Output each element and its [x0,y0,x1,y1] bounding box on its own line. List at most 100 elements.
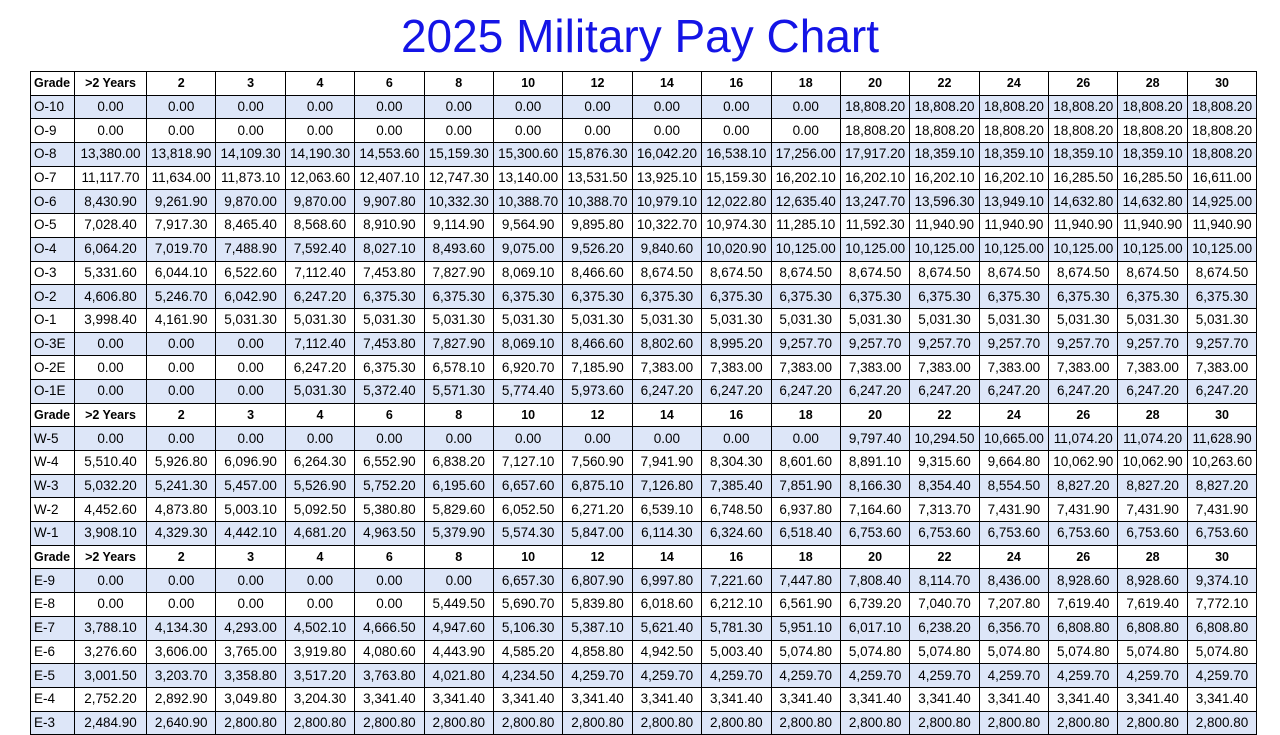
grade-cell: O-8 [30,142,75,167]
pay-cell: 18,359.10 [909,142,980,167]
grade-cell: E-3 [30,710,75,735]
pay-cell: 6,808.80 [1117,615,1188,641]
pay-cell: 7,207.80 [978,592,1050,617]
pay-cell: 8,674.50 [701,260,772,286]
pay-cell: 10,388.70 [492,189,564,215]
pay-cell: 9,840.60 [631,236,703,262]
pay-cell: 4,502.10 [284,615,356,641]
pay-cell: 7,313.70 [909,497,980,523]
pay-cell: 6,375.30 [423,284,494,309]
pay-cell: 14,553.60 [354,142,425,167]
table-row: O-6 8,430.90 9,261.90 9,870.00 9,870.00 9,907… [30,189,1258,215]
pay-cell: 5,387.10 [562,615,633,641]
pay-cell: 10,125.00 [839,236,911,262]
pay-cell: 6,375.30 [978,284,1050,309]
column-header: Grade [30,544,75,570]
pay-cell: 3,341.40 [492,686,564,712]
pay-cell: 6,997.80 [631,568,703,594]
pay-cell: 8,827.20 [1048,473,1119,499]
pay-cell: 7,431.90 [978,497,1050,523]
pay-cell: 11,634.00 [145,165,217,191]
pay-cell: 11,940.90 [909,213,980,238]
pay-cell: 2,800.80 [215,710,286,735]
pay-cell: 9,257.70 [1186,331,1258,357]
pay-cell: 9,257.70 [1048,331,1119,357]
pay-cell: 3,276.60 [74,639,147,665]
pay-cell: 2,892.90 [145,686,217,712]
pay-cell: 7,164.60 [839,497,911,523]
column-header: 6 [354,544,425,570]
column-header: 12 [562,71,633,96]
pay-cell: 5,829.60 [423,497,494,523]
pay-cell: 0.00 [284,94,356,120]
column-header: 30 [1186,544,1258,570]
column-header: 18 [770,71,841,96]
table-row: W-4 5,510.40 5,926.80 6,096.90 6,264.30 6,552… [30,450,1258,475]
pay-cell: 0.00 [145,426,217,451]
pay-cell: 6,375.30 [354,355,425,380]
column-header: 30 [1186,71,1258,96]
pay-cell: 7,453.80 [354,260,425,286]
pay-cell: 13,531.50 [562,165,633,191]
pay-cell: 8,568.60 [284,213,356,238]
pay-chart-body: Grade >2 Years 2 3 4 6 8 10 12 14 16 18 20 22 24 26 28 30… [30,71,1258,735]
pay-cell: 8,436.00 [978,568,1050,594]
pay-cell: 10,263.60 [1186,450,1258,475]
pay-cell: 18,808.20 [978,94,1050,120]
pay-cell: 5,074.80 [770,639,841,665]
pay-cell: 18,359.10 [1117,142,1188,167]
pay-cell: 8,674.50 [978,260,1050,286]
pay-cell: 3,341.40 [562,686,633,712]
pay-cell: 8,430.90 [74,189,147,215]
pay-cell: 8,027.10 [354,236,425,262]
pay-cell: 7,126.80 [631,473,703,499]
pay-cell: 4,681.20 [284,521,356,546]
column-header: 8 [423,71,494,96]
pay-cell: 3,763.80 [354,663,425,688]
pay-cell: 5,847.00 [562,521,633,546]
pay-cell: 7,383.00 [839,355,911,380]
pay-cell: 3,341.40 [354,686,425,712]
pay-cell: 4,234.50 [492,663,564,688]
pay-cell: 5,457.00 [215,473,286,499]
pay-cell: 7,619.40 [1117,592,1188,617]
pay-cell: 10,979.10 [631,189,703,215]
grade-cell: E-5 [30,663,75,688]
pay-cell: 7,917.30 [145,213,217,238]
column-header: 2 [145,71,217,96]
pay-cell: 2,800.80 [1186,710,1258,735]
pay-cell: 7,453.80 [354,331,425,357]
pay-cell: 6,657.60 [492,473,564,499]
pay-cell: 7,431.90 [1186,497,1258,523]
pay-cell: 17,256.00 [770,142,841,167]
pay-cell: 3,341.40 [1186,686,1258,712]
pay-cell: 7,383.00 [1186,355,1258,380]
pay-cell: 4,606.80 [74,284,147,309]
pay-cell: 7,447.80 [770,568,841,594]
pay-cell: 5,839.80 [562,592,633,617]
grade-cell: W-4 [30,450,75,475]
pay-cell: 9,895.80 [562,213,633,238]
pay-cell: 7,827.90 [423,331,494,357]
pay-cell: 11,074.20 [1117,426,1188,451]
pay-cell: 6,875.10 [562,473,633,499]
column-header: 16 [701,544,772,570]
pay-cell: 7,383.00 [701,355,772,380]
pay-cell: 6,578.10 [423,355,494,380]
pay-cell: 7,772.10 [1186,592,1258,617]
column-header: 12 [562,544,633,570]
pay-cell: 8,466.60 [562,331,633,357]
pay-cell: 7,851.90 [770,473,841,499]
pay-cell: 16,285.50 [1048,165,1119,191]
column-header: 12 [562,402,633,428]
pay-cell: 12,635.40 [770,189,841,215]
pay-cell: 6,753.60 [909,521,980,546]
pay-cell: 15,876.30 [562,142,633,167]
pay-cell: 6,807.90 [562,568,633,594]
pay-cell: 6,522.60 [215,260,286,286]
column-header: 24 [978,544,1050,570]
pay-cell: 10,125.00 [1048,236,1119,262]
grade-cell: O-2E [30,355,75,380]
pay-cell: 4,942.50 [631,639,703,665]
table-row: W-1 3,908.10 4,329.30 4,442.10 4,681.20 4,963… [30,521,1258,546]
